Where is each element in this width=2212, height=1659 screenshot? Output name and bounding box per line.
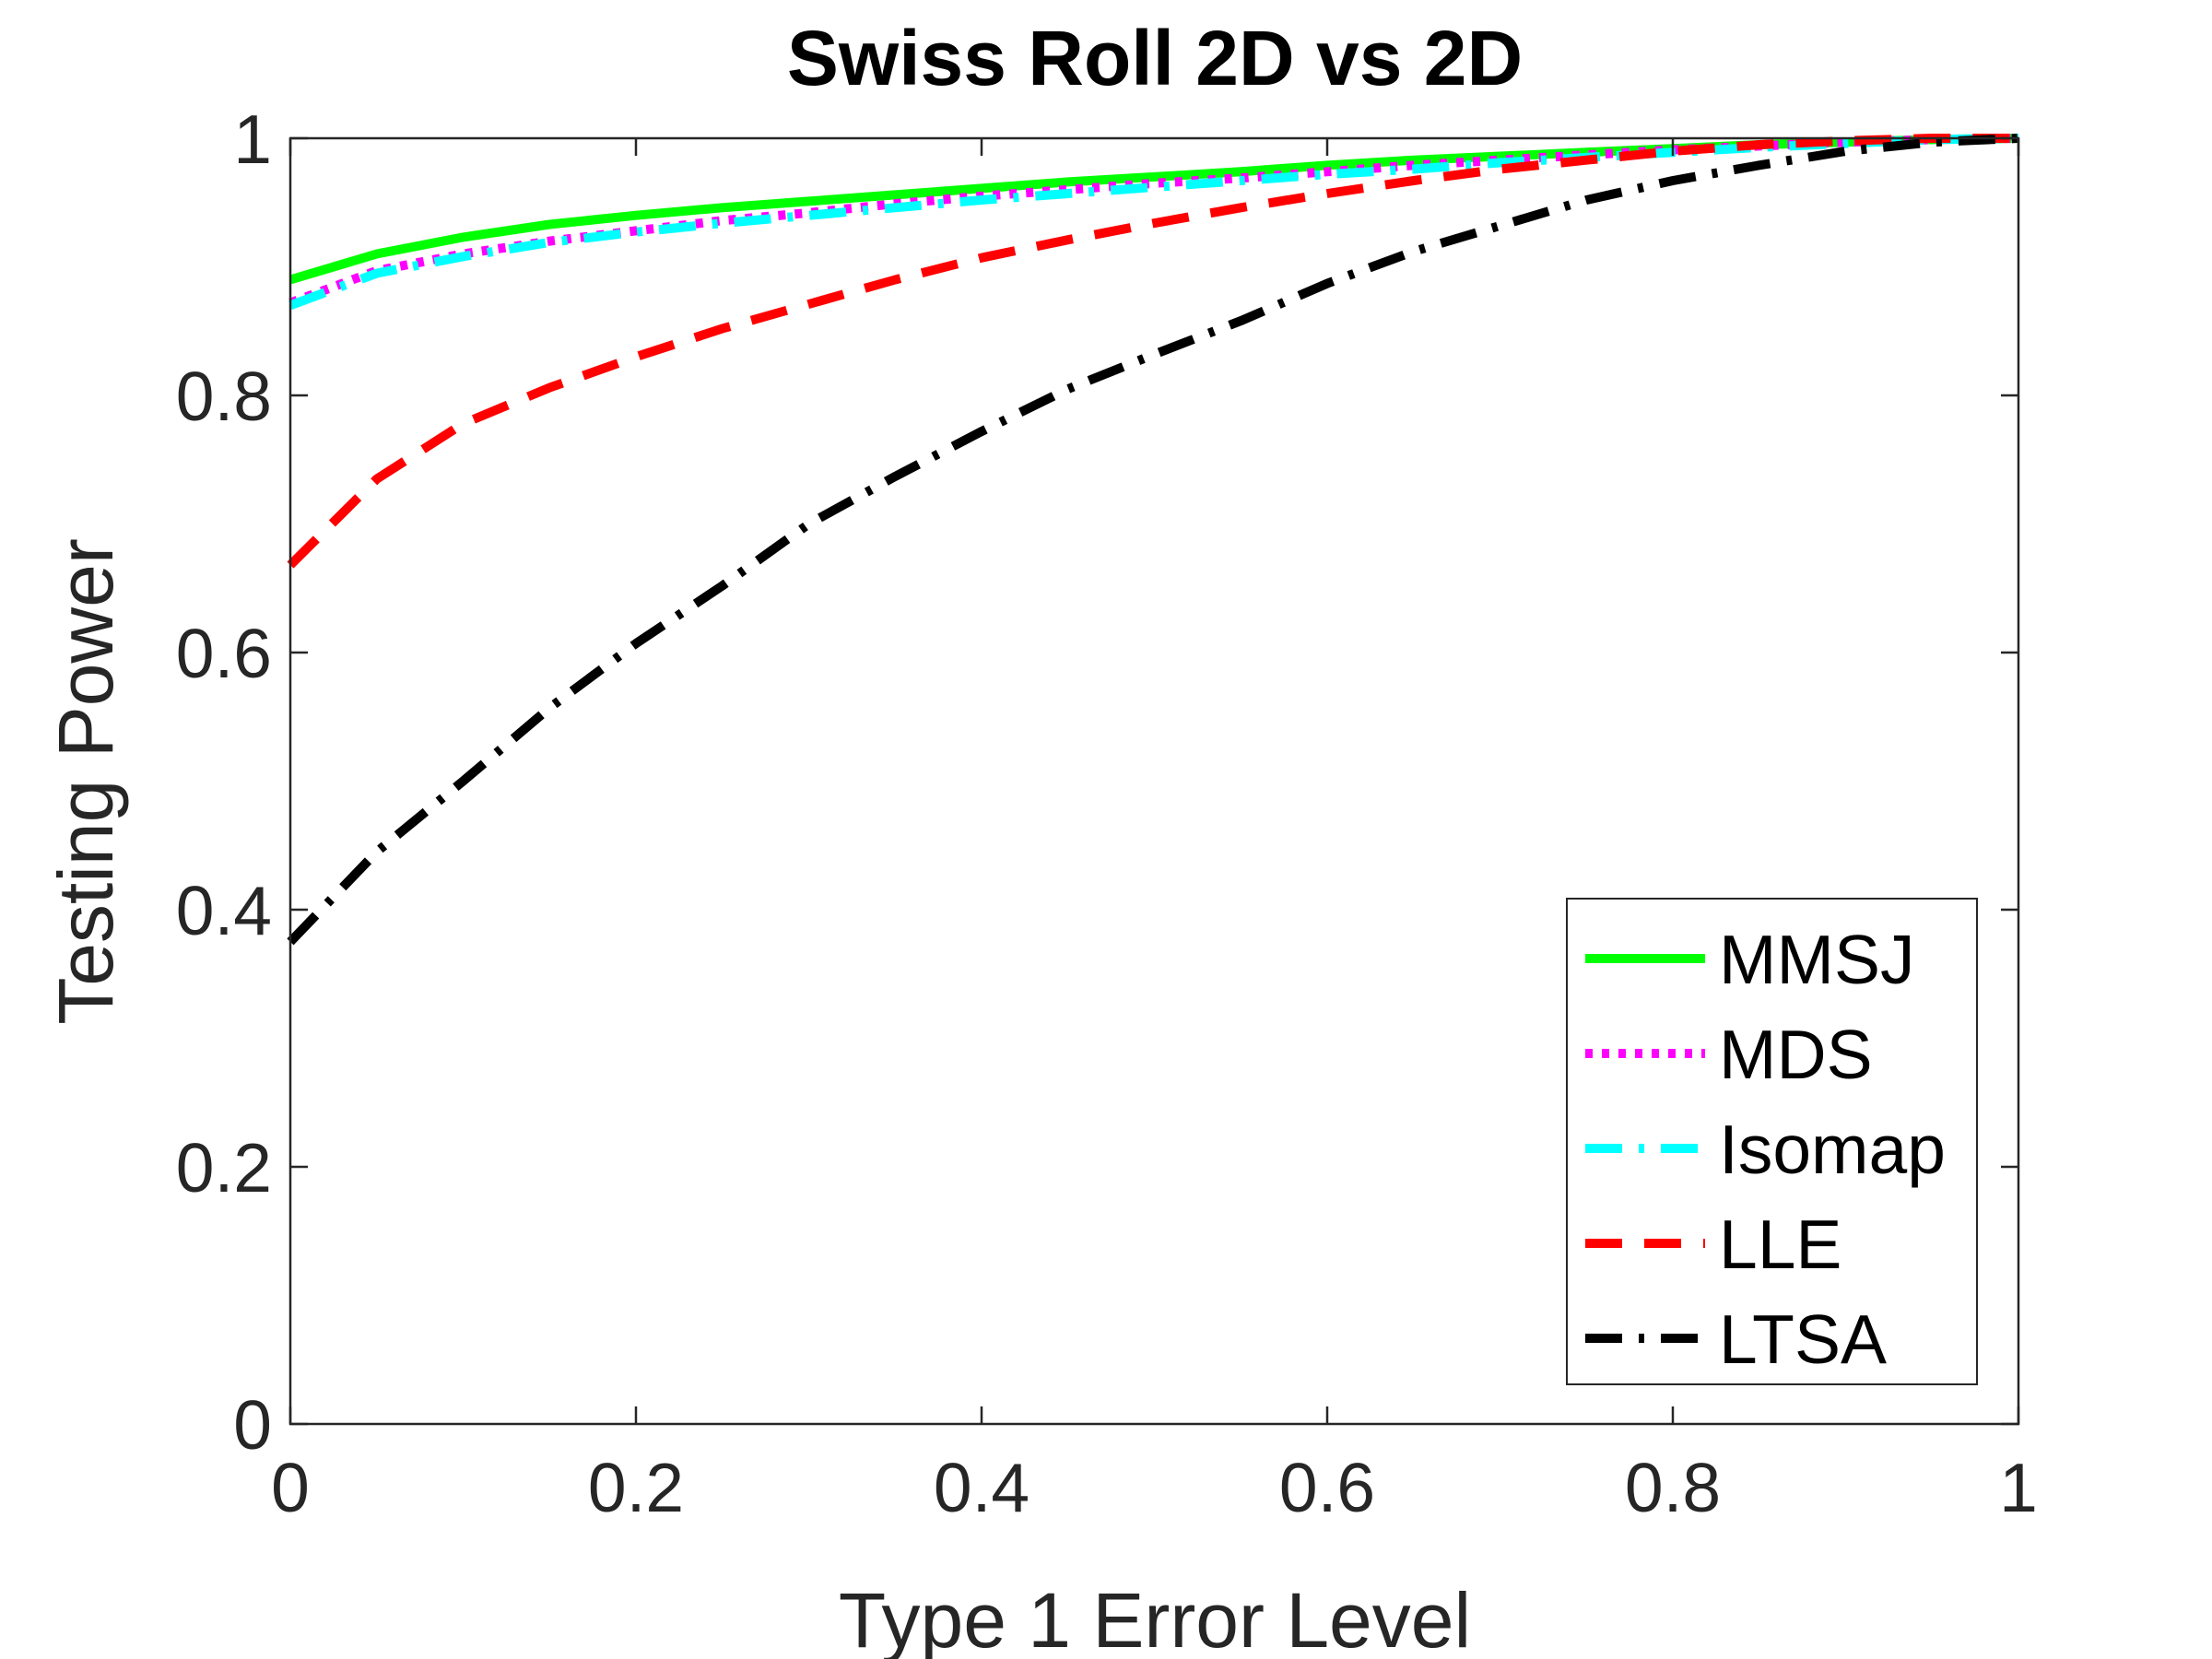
legend-label-lle: LLE <box>1719 1206 1841 1283</box>
series-layer <box>287 134 2019 946</box>
y-tick-label: 0.6 <box>176 615 272 692</box>
x-axis-label: Type 1 Error Level <box>839 1577 1471 1659</box>
axes-frame <box>288 136 2020 1426</box>
legend-label-ltsa: LTSA <box>1719 1300 1887 1378</box>
series-line-lle <box>287 134 2018 569</box>
series-line-ltsa <box>287 134 2019 946</box>
series-line-isomap <box>288 134 2019 310</box>
x-tick-label: 0.2 <box>588 1449 684 1526</box>
y-tick-label: 0.8 <box>176 358 272 435</box>
x-tick-label: 0.8 <box>1625 1449 1721 1526</box>
y-tick-label: 0.2 <box>176 1129 272 1206</box>
legend-label-mmsj: MMSJ <box>1719 921 1914 998</box>
legend-label-mds: MDS <box>1719 1016 1873 1093</box>
x-tick-label: 0 <box>271 1449 310 1526</box>
y-axis-label: Testing Power <box>42 538 129 1025</box>
legend-box <box>1566 898 1978 1385</box>
y-tick-label: 1 <box>233 100 272 178</box>
legend-label-isomap: Isomap <box>1719 1111 1946 1188</box>
y-tick-label: 0.4 <box>176 872 272 949</box>
legend: MMSJ MDS Isomap LLE LTSA <box>1566 898 1978 1385</box>
axes-layer: 0 0.2 0.4 0.6 0.8 1 0 0.2 0.4 0.6 0.8 1 <box>176 100 2038 1526</box>
x-tick-label: 0.6 <box>1279 1449 1375 1526</box>
x-tick-label: 0.4 <box>934 1449 1030 1526</box>
x-tick-label: 1 <box>1999 1449 2038 1526</box>
chart-title: Swiss Roll 2D vs 2D <box>787 15 1523 101</box>
y-tick-label: 0 <box>233 1386 272 1464</box>
